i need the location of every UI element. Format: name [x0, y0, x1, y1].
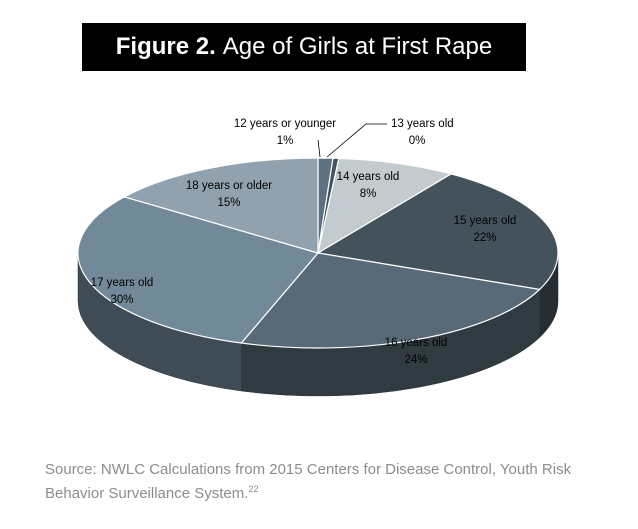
slice-label-2: 13 years old 0% [391, 118, 454, 147]
slice-category-text: 16 years old [385, 337, 448, 349]
slice-category-text: 17 years old [91, 277, 154, 289]
slice-category-text: 13 years old [391, 118, 454, 130]
pie-chart: 12 years or younger 1% 13 years old 0% 14 ye… [77, 118, 559, 397]
slice-percent-text: 8% [360, 188, 377, 200]
pie-top-faces [77, 157, 559, 349]
leader-line-13-years [326, 123, 387, 158]
slice-label-3: 14 years old 8% [337, 171, 400, 200]
slice-label-5: 16 years old 24% [385, 337, 448, 366]
source-text: Source: NWLC Calculations from 2015 Cent… [45, 461, 572, 502]
leader-line-12-years [317, 139, 321, 158]
pie-slice-6 [77, 196, 320, 344]
slice-label-7: 18 years or older 15% [186, 180, 272, 209]
slice-percent-text: 1% [277, 135, 294, 147]
pie-slice-7 [122, 157, 319, 254]
slice-label-4: 15 years old 22% [454, 215, 517, 244]
slice-percent-text: 24% [404, 354, 427, 366]
figure-title-bar: Figure 2. Age of Girls at First Rape [82, 23, 526, 71]
slice-category-text: 18 years or older [186, 180, 272, 192]
slice-label-1: 12 years or younger 1% [234, 118, 336, 147]
slice-percent-text: 15% [217, 197, 240, 209]
pie-labels: 12 years or younger 1% 13 years old 0% 14 ye… [91, 118, 517, 366]
figure-number: Figure 2. [115, 33, 216, 60]
slice-category-text: 12 years or younger [234, 118, 336, 130]
figure-title: Age of Girls at First Rape [222, 33, 493, 60]
slice-label-6: 17 years old 30% [91, 277, 154, 306]
pie-slice-5 [240, 252, 541, 349]
pie-slice-4 [316, 173, 559, 291]
slice-percent-text: 0% [409, 135, 426, 147]
slice-percent-text: 30% [110, 294, 133, 306]
slice-category-text: 14 years old [337, 171, 400, 183]
source-note: Source: NWLC Calculations from 2015 Cent… [45, 458, 615, 506]
slice-percent-text: 22% [473, 232, 496, 244]
pie-slice-3 [317, 157, 453, 255]
slice-category-text: 15 years old [454, 215, 517, 227]
footnote-ref: 22 [248, 484, 259, 494]
